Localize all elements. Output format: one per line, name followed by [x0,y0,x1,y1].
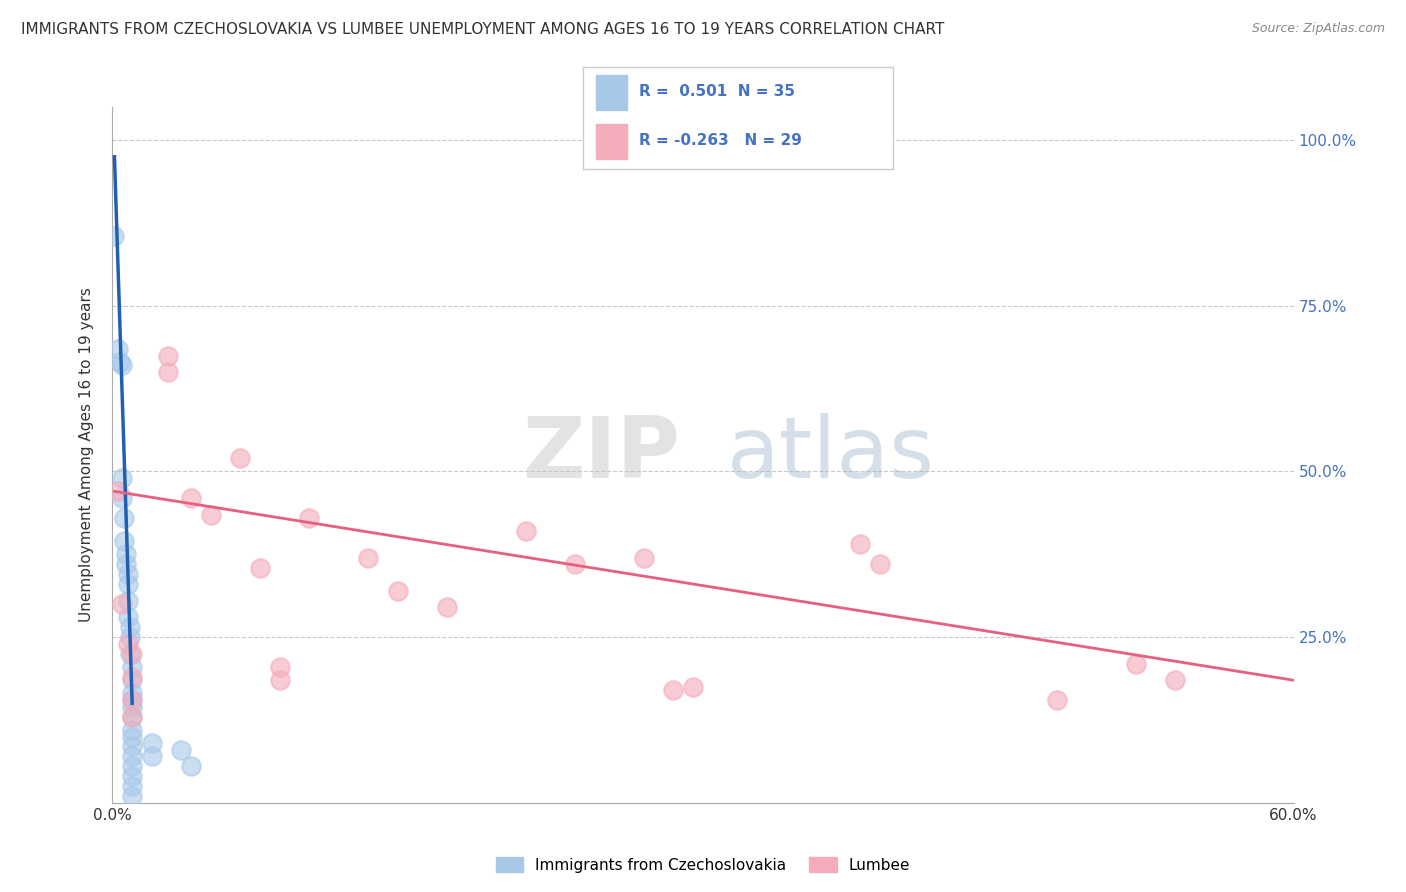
Point [564,558,586,572]
Point [121,739,143,754]
Point [103,229,125,244]
Point [117,567,139,582]
Legend: Immigrants from Czechoslovakia, Lumbee: Immigrants from Czechoslovakia, Lumbee [489,850,917,879]
Point [120,647,142,661]
Point [515,524,537,538]
Point [229,451,252,466]
Text: R = -0.263   N = 29: R = -0.263 N = 29 [640,133,801,148]
Point [249,560,271,574]
Point [111,471,134,485]
Point [121,660,143,674]
Point [120,630,142,644]
Point [117,593,139,607]
Point [298,511,321,525]
Point [112,534,135,549]
Point [156,365,179,379]
Point [387,583,409,598]
FancyBboxPatch shape [596,124,627,159]
Point [117,637,139,651]
Point [121,730,143,744]
Text: atlas: atlas [727,413,935,497]
Point [849,537,872,551]
Point [117,610,139,624]
Point [117,577,139,591]
Point [121,779,143,793]
Point [121,709,143,723]
Point [682,680,704,694]
Point [180,491,202,505]
Point [121,686,143,700]
FancyBboxPatch shape [596,75,627,110]
Point [121,709,143,723]
Point [115,558,138,572]
Point [121,749,143,764]
Point [121,670,143,684]
Point [115,547,138,561]
Point [200,508,222,522]
Point [436,600,458,615]
Point [112,511,135,525]
Point [170,743,193,757]
Point [662,683,685,698]
Point [121,647,143,661]
Point [111,491,134,505]
Point [121,673,143,688]
Point [121,789,143,804]
Point [269,660,291,674]
Text: ZIP: ZIP [522,413,679,497]
Text: IMMIGRANTS FROM CZECHOSLOVAKIA VS LUMBEE UNEMPLOYMENT AMONG AGES 16 TO 19 YEARS : IMMIGRANTS FROM CZECHOSLOVAKIA VS LUMBEE… [21,22,945,37]
Text: Source: ZipAtlas.com: Source: ZipAtlas.com [1251,22,1385,36]
Point [111,597,134,611]
Point [141,749,163,764]
Point [121,693,143,707]
Point [357,550,380,565]
Point [121,699,143,714]
Point [120,620,142,634]
Point [269,673,291,688]
Point [121,723,143,737]
Y-axis label: Unemployment Among Ages 16 to 19 years: Unemployment Among Ages 16 to 19 years [79,287,94,623]
Point [869,558,891,572]
Point [180,759,202,773]
Point [141,736,163,750]
Point [1164,673,1187,688]
Point [156,349,179,363]
Point [121,759,143,773]
Point [111,359,134,373]
Text: R =  0.501  N = 35: R = 0.501 N = 35 [640,84,796,99]
Point [107,342,129,356]
Point [110,355,132,369]
Point [633,550,655,565]
Point [121,769,143,783]
Point [1125,657,1147,671]
Point [1046,693,1069,707]
Point [121,693,143,707]
Point [107,484,129,499]
